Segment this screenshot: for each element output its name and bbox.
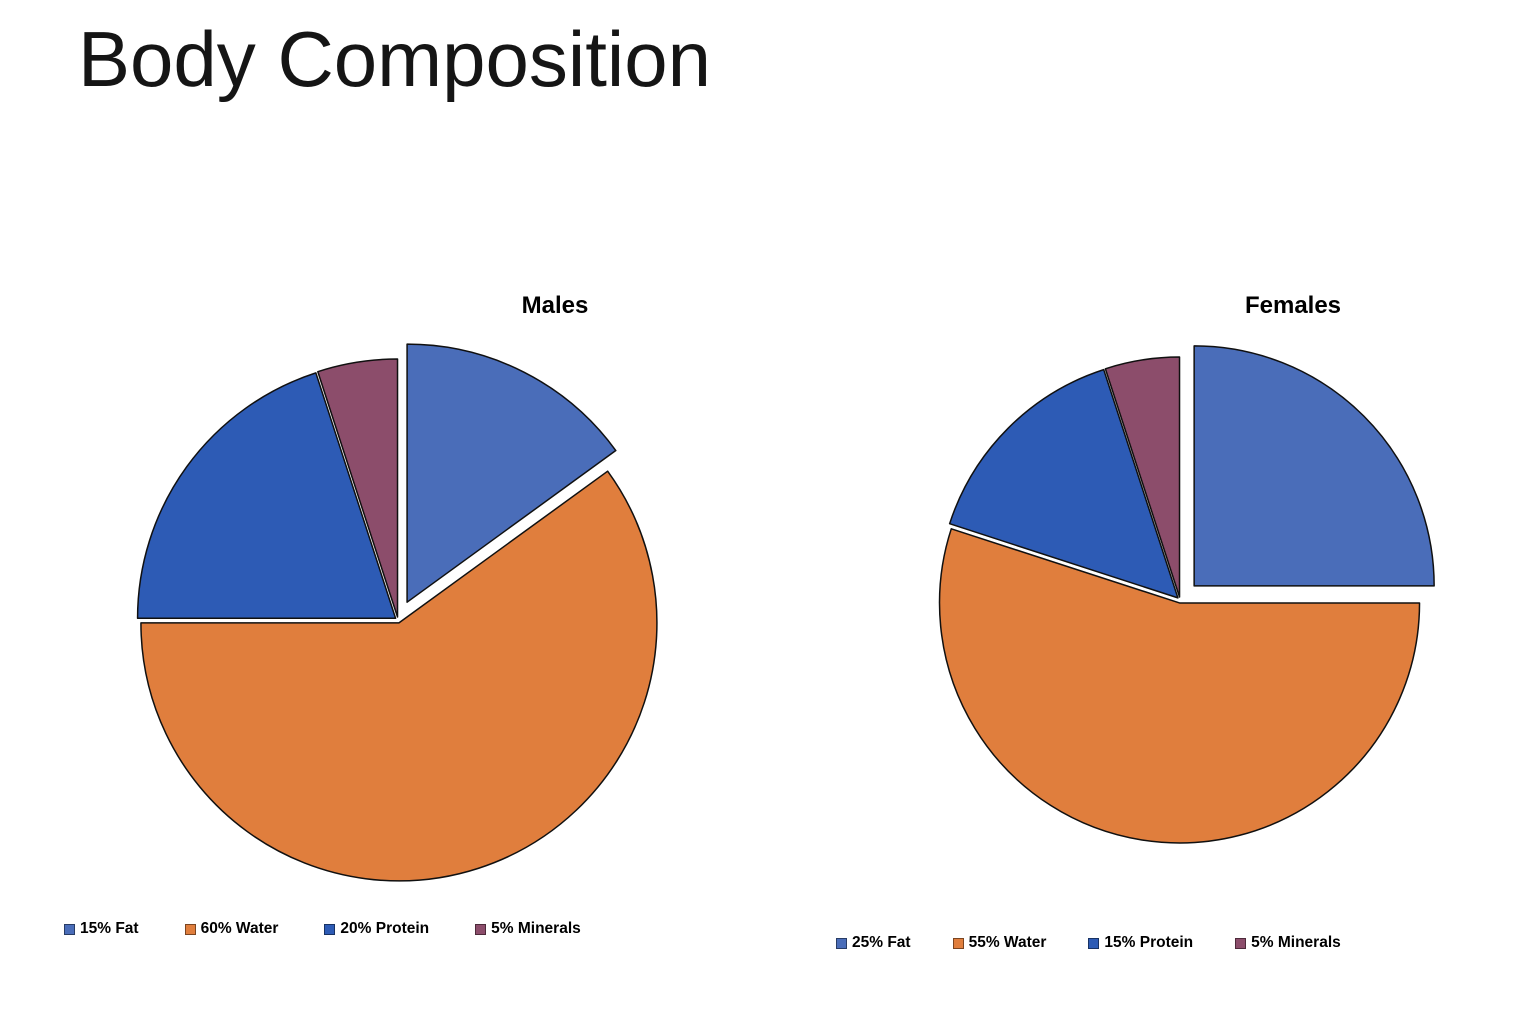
legend-item: 5% Minerals <box>475 920 581 938</box>
legend-marker-icon <box>475 923 487 935</box>
legend-label: 60% Water <box>200 920 279 937</box>
legend-item: 15% Protein <box>1088 934 1193 952</box>
pie-slice-15-protein <box>948 368 1179 599</box>
pie-slice-55-water <box>938 528 1421 844</box>
legend-marker-icon <box>324 923 336 935</box>
legend-item: 20% Protein <box>324 920 429 938</box>
legend-label: 15% Protein <box>1104 934 1194 951</box>
pie-slice-5-minerals <box>1104 356 1181 598</box>
legend-item: 5% Minerals <box>1235 934 1341 952</box>
legend-item: 15% Fat <box>64 920 139 938</box>
legend-marker-icon <box>952 937 964 949</box>
legend-marker-icon <box>184 923 196 935</box>
legend-label: 20% Protein <box>340 920 430 937</box>
legend-label: 5% Minerals <box>491 920 581 937</box>
legend-label: 15% Fat <box>80 920 139 937</box>
legend-marker-icon <box>836 937 847 949</box>
legend-item: 60% Water <box>184 920 279 938</box>
legend-item: 55% Water <box>952 934 1047 952</box>
chart-title-males: Males <box>521 292 589 319</box>
pie-slice-60-water <box>140 470 658 882</box>
pie-chart-females <box>938 345 1435 844</box>
legend-marker-icon <box>64 923 75 935</box>
pie-slice-20-protein <box>136 372 397 619</box>
slide-title: Body Composition <box>78 15 711 103</box>
legend-label: 55% Water <box>968 934 1047 951</box>
pie-slice-25-fat <box>1193 345 1435 587</box>
legend-females: 25% Fat 55% Water 15% Protein 5% Mineral… <box>836 934 1341 952</box>
legend-item: 25% Fat <box>836 934 911 952</box>
legend-label: 5% Minerals <box>1251 934 1341 951</box>
pie-slice-15-fat <box>406 343 617 603</box>
legend-label: 25% Fat <box>852 934 911 951</box>
pie-chart-males <box>136 343 658 882</box>
pie-slice-5-minerals <box>317 358 399 618</box>
legend-marker-icon <box>1088 937 1100 949</box>
chart-title-females: Females <box>1244 292 1342 319</box>
legend-males: 15% Fat 60% Water 20% Protein 5% Mineral… <box>64 920 581 938</box>
legend-marker-icon <box>1235 937 1247 949</box>
